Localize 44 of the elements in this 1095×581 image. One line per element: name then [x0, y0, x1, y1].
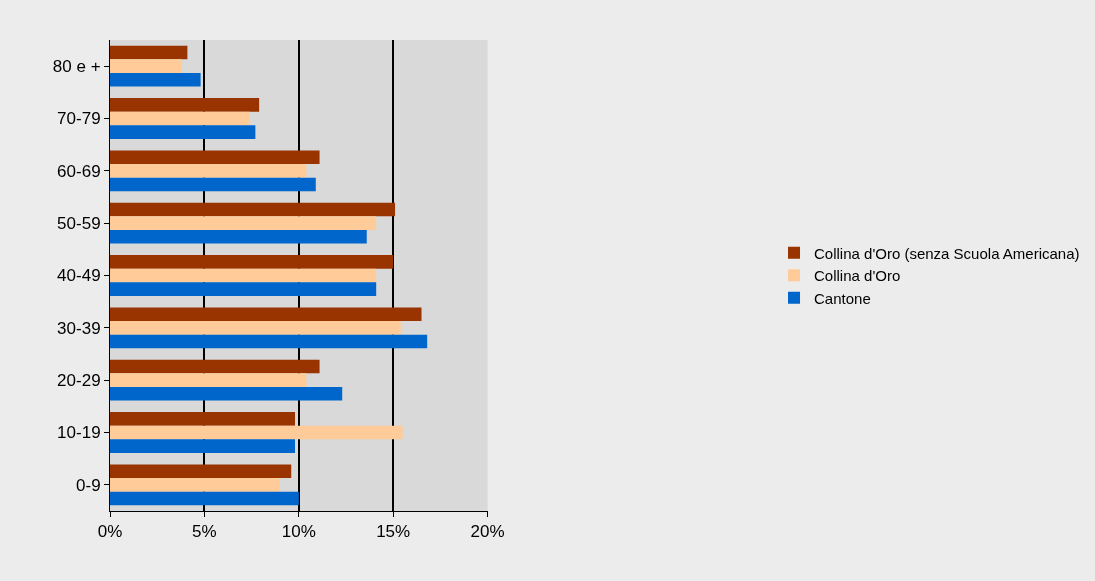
- y-tick-label: 70-79: [57, 109, 101, 129]
- bar: [110, 255, 394, 269]
- bar: [110, 164, 307, 178]
- bar: [110, 373, 307, 387]
- bar: [110, 439, 296, 453]
- bar: [110, 216, 377, 230]
- y-tick-label: 0-9: [76, 475, 101, 495]
- bar: [110, 72, 201, 87]
- x-tick-label: 5%: [192, 522, 217, 542]
- bar: [110, 359, 320, 374]
- x-tick-label: 15%: [376, 522, 411, 542]
- bar: [110, 386, 343, 401]
- y-tick-label: 50-59: [57, 214, 101, 234]
- bar: [110, 59, 182, 73]
- bar: [110, 491, 299, 506]
- bar: [110, 412, 296, 426]
- bar: [110, 334, 428, 349]
- bar: [110, 229, 367, 244]
- bar: [110, 111, 250, 126]
- bar: [110, 321, 401, 335]
- bar: [110, 478, 280, 492]
- y-tick-label: 20-29: [57, 371, 101, 391]
- x-tick-label: 0%: [97, 522, 123, 542]
- bar: [110, 464, 292, 479]
- bar: [110, 268, 377, 283]
- y-tick-label: 30-39: [57, 318, 101, 338]
- bar: [110, 150, 320, 165]
- legend-label: Cantone: [814, 289, 871, 307]
- x-tick-label: 20%: [470, 522, 505, 542]
- bar: [110, 307, 422, 322]
- y-tick-label: 40-49: [57, 266, 101, 286]
- bar: [110, 98, 260, 112]
- bar: [110, 45, 188, 60]
- x-tick-label: 10%: [281, 522, 316, 542]
- bar: [110, 125, 256, 139]
- bar: [110, 282, 377, 296]
- bar: [110, 177, 316, 192]
- bar: [110, 425, 403, 440]
- y-tick-label: 10-19: [57, 423, 101, 443]
- legend-label: Collina d'Oro (senza Scuola Americana): [814, 244, 1080, 262]
- bar: [110, 202, 396, 217]
- y-tick-label: 80 e +: [52, 57, 101, 77]
- y-tick-label: 60-69: [57, 161, 101, 181]
- legend-label: Collina d'Oro: [814, 267, 901, 285]
